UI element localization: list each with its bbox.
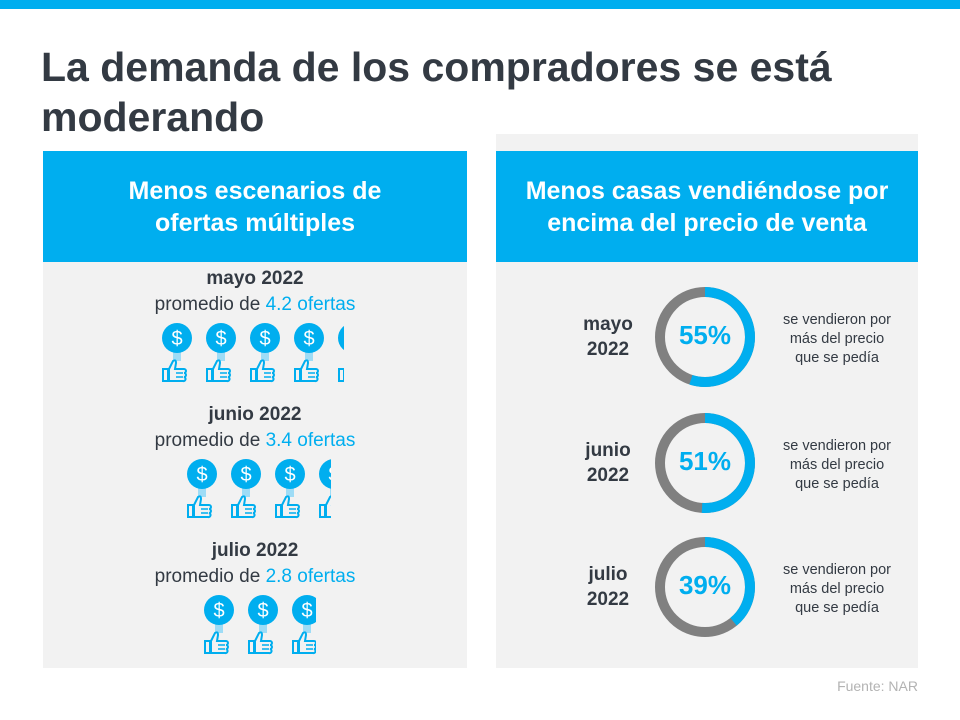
desc-line: se vendieron por [782, 312, 891, 328]
donut-month-label: mayo 2022 [563, 312, 653, 362]
month: mayo [583, 314, 633, 335]
dollar-thumbs-up-icon: $ [204, 323, 238, 383]
desc-line: que se pedía [795, 350, 879, 366]
donut-chart [655, 537, 755, 637]
donut-value-arc [655, 537, 755, 637]
dollar-thumbs-up-icon: $ [202, 595, 236, 655]
donut-description: se vendieron por más del precio que se p… [762, 437, 912, 494]
donut-chart [655, 413, 755, 513]
donut-month-label: julio 2022 [563, 562, 653, 612]
donut-percent-label: 39% [678, 570, 732, 600]
dollar-thumbs-up-icon: $ [248, 323, 282, 383]
average-prefix: promedio de [154, 294, 266, 315]
dollar-thumbs-up-icon: $ [246, 595, 280, 655]
dollar-thumbs-up-icon: $ [317, 459, 331, 519]
dollar-thumbs-up-icon: $ [160, 323, 194, 383]
desc-line: se vendieron por [782, 562, 891, 578]
svg-text:$: $ [215, 328, 226, 350]
donut-percent-label: 51% [678, 446, 732, 476]
offers-month-label: julio 2022 [211, 540, 299, 561]
donut-description: se vendieron por más del precio que se p… [762, 561, 912, 618]
svg-text:$: $ [301, 600, 312, 622]
page-title: La demanda de los compradores se está mo… [41, 44, 832, 140]
svg-text:$: $ [328, 464, 331, 486]
donut-description: se vendieron por más del precio que se p… [762, 311, 912, 368]
donut-value-arc [655, 287, 755, 387]
desc-line: que se pedía [795, 476, 879, 492]
svg-text:$: $ [259, 328, 270, 350]
top-accent-bar [0, 0, 960, 9]
offers-average: promedio de 3.4 ofertas [43, 430, 467, 452]
average-value: 2.8 ofertas [265, 566, 356, 587]
dollar-thumbs-up-icon: $ [229, 459, 263, 519]
month: julio [588, 564, 628, 585]
right-panel-header: Menos casas vendiéndose por encima del p… [496, 151, 918, 262]
desc-line: más del precio [789, 457, 885, 473]
donut-month-label: junio 2022 [563, 438, 653, 488]
average-prefix: promedio de [154, 566, 266, 587]
donut-percent-label: 55% [678, 320, 732, 350]
svg-text:$: $ [171, 328, 182, 350]
dollar-thumbs-up-icon: $ [336, 323, 344, 383]
year: 2022 [586, 589, 630, 610]
svg-text:$: $ [196, 464, 207, 486]
desc-line: más del precio [789, 331, 885, 347]
desc-line: que se pedía [795, 600, 879, 616]
source-note: Fuente: NAR [837, 678, 918, 694]
offers-average: promedio de 4.2 ofertas [43, 294, 467, 316]
average-value: 4.2 ofertas [265, 294, 356, 315]
dollar-thumbs-up-icon: $ [273, 459, 307, 519]
average-value: 3.4 ofertas [265, 430, 356, 451]
offers-month-label: junio 2022 [208, 404, 302, 425]
average-prefix: promedio de [154, 430, 266, 451]
donut-value-arc [655, 413, 755, 513]
dollar-thumbs-up-icon: $ [185, 459, 219, 519]
svg-text:$: $ [257, 600, 268, 622]
offers-average: promedio de 2.8 ofertas [43, 566, 467, 588]
year: 2022 [586, 339, 630, 360]
dollar-thumbs-up-icon: $ [292, 323, 326, 383]
desc-line: se vendieron por [782, 438, 891, 454]
desc-line: más del precio [789, 581, 885, 597]
offers-month-label: mayo 2022 [206, 268, 304, 289]
donut-chart [655, 287, 755, 387]
svg-text:$: $ [284, 464, 295, 486]
year: 2022 [586, 465, 630, 486]
svg-text:$: $ [240, 464, 251, 486]
svg-text:$: $ [213, 600, 224, 622]
dollar-thumbs-up-icon: $ [290, 595, 316, 655]
svg-text:$: $ [303, 328, 314, 350]
month: junio [585, 440, 631, 461]
left-panel-header: Menos escenarios de ofertas múltiples [43, 151, 467, 262]
